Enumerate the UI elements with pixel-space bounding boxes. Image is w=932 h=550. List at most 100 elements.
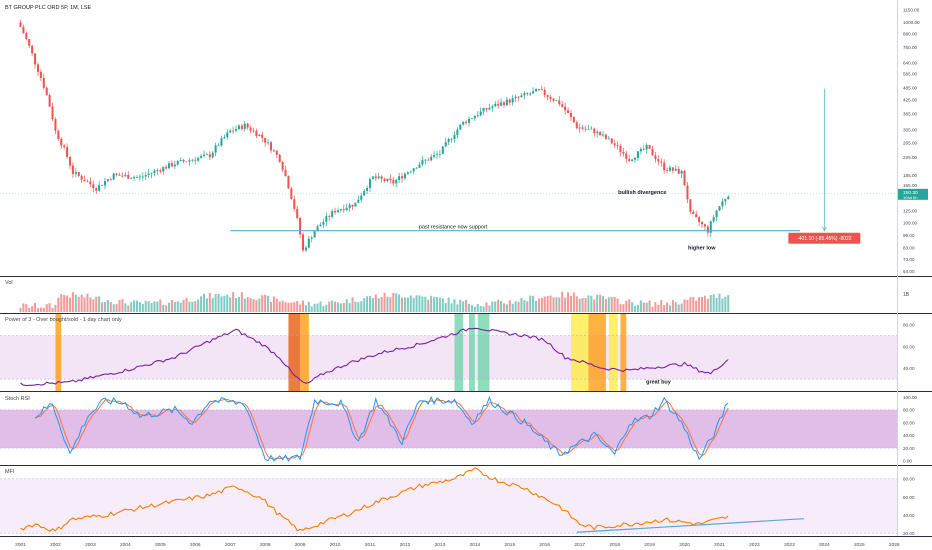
volume-bar <box>301 300 305 312</box>
candle-body <box>409 171 412 173</box>
candle-body <box>106 179 109 182</box>
candle-body <box>299 217 302 235</box>
price-tick-7: 425.00 <box>903 97 917 102</box>
volume-bar <box>348 303 351 312</box>
volume-bar <box>112 304 115 312</box>
candle-body <box>619 145 622 152</box>
candle-body <box>334 211 337 213</box>
volume-bar <box>502 303 505 312</box>
volume-bar <box>412 297 415 312</box>
volume-bar <box>182 299 185 312</box>
time-label-2010: 2010 <box>330 542 341 548</box>
candle-body <box>634 157 637 160</box>
volume-bar <box>258 298 261 312</box>
price-tick-4: 640.00 <box>903 60 917 65</box>
candle-body <box>686 185 689 200</box>
volume-bar <box>654 302 657 312</box>
volume-bar <box>584 298 587 312</box>
candle-body <box>421 160 424 165</box>
candle-body <box>22 26 25 34</box>
price-tick-12: 185.00 <box>903 173 917 178</box>
candle-body <box>156 170 159 172</box>
volume-bar <box>456 304 459 312</box>
volume-bar <box>133 300 136 312</box>
candle-body <box>92 184 95 189</box>
volume-bar <box>616 298 619 312</box>
volume-bar <box>430 295 433 312</box>
candle-body <box>438 153 441 155</box>
measure-tool[interactable]: -401.10 (-85.45%) -8022 <box>788 88 861 244</box>
candle-body <box>28 39 31 46</box>
pane-separators <box>0 276 932 537</box>
candle-body <box>360 195 363 200</box>
candle-body <box>401 176 404 179</box>
candle-body <box>418 164 421 168</box>
candle-body <box>715 210 718 218</box>
candle-body <box>57 130 60 139</box>
candle-body <box>468 118 471 123</box>
volume-bar <box>514 301 517 312</box>
candle-body <box>147 173 150 176</box>
volume-bar <box>57 297 60 312</box>
volume-bar <box>712 294 715 312</box>
price-axis[interactable]: 1150.00 1000.00 880.00 760.00 640.00 565.00 48… <box>903 7 920 274</box>
volume-bar <box>438 297 441 312</box>
candle-body <box>68 156 72 166</box>
volume-bar <box>103 301 106 312</box>
time-axis[interactable]: 2001 2002 2003 2004 2005 2006 2007 2008 2009 2010… <box>15 542 900 548</box>
vol-pane-title: Vol <box>5 280 13 286</box>
candle-body <box>153 170 156 173</box>
volume-bar <box>508 300 511 312</box>
candle-body <box>197 157 200 161</box>
volume-bar <box>334 301 337 312</box>
volume-bar <box>599 294 602 312</box>
volume-bar <box>156 301 159 312</box>
volume-bar <box>220 296 223 312</box>
rsi-highlight-green <box>477 314 490 391</box>
volume-bar <box>485 302 488 312</box>
volume-bar <box>31 306 34 312</box>
volume-bar <box>28 307 31 312</box>
volume-bar <box>543 296 546 312</box>
candle-body <box>683 170 686 186</box>
candle-body <box>63 145 66 148</box>
volume-bar <box>552 297 555 312</box>
time-label-2021: 2021 <box>714 542 725 548</box>
candle-body <box>200 156 203 158</box>
volume-bar <box>77 296 80 312</box>
volume-bar <box>115 303 118 312</box>
candle-body <box>514 96 517 99</box>
volume-bar <box>232 292 235 312</box>
volume-bar <box>331 300 334 312</box>
volume-bar <box>194 301 197 312</box>
volume-bar <box>98 296 101 312</box>
candle-body <box>223 137 226 139</box>
time-label-2020: 2020 <box>679 542 690 548</box>
candle-body <box>500 102 503 106</box>
rsi-highlight-orange <box>300 314 309 391</box>
rsi-highlight-orange <box>55 314 62 391</box>
volume-bar <box>674 302 677 312</box>
candle-body <box>575 122 578 129</box>
candle-body <box>680 170 683 174</box>
volume-bar <box>25 304 28 312</box>
time-label-2025: 2025 <box>854 542 865 548</box>
volume-bar <box>173 301 176 312</box>
volume-bar <box>179 302 182 312</box>
candle-body <box>71 165 74 174</box>
candle-body <box>141 176 144 178</box>
rsi-band <box>0 335 897 380</box>
volume-bar <box>657 305 660 312</box>
candle-body <box>220 138 223 146</box>
volume-bar <box>386 296 389 312</box>
candle-body <box>540 89 543 90</box>
price-tick-14: 125.00 <box>903 208 917 213</box>
volume-bar <box>144 300 147 312</box>
candle-body <box>202 154 206 157</box>
volume-bar <box>226 294 229 312</box>
candle-body <box>310 237 313 239</box>
volume-bar <box>660 300 663 312</box>
candle-body <box>25 33 28 40</box>
candle-body <box>505 99 508 106</box>
